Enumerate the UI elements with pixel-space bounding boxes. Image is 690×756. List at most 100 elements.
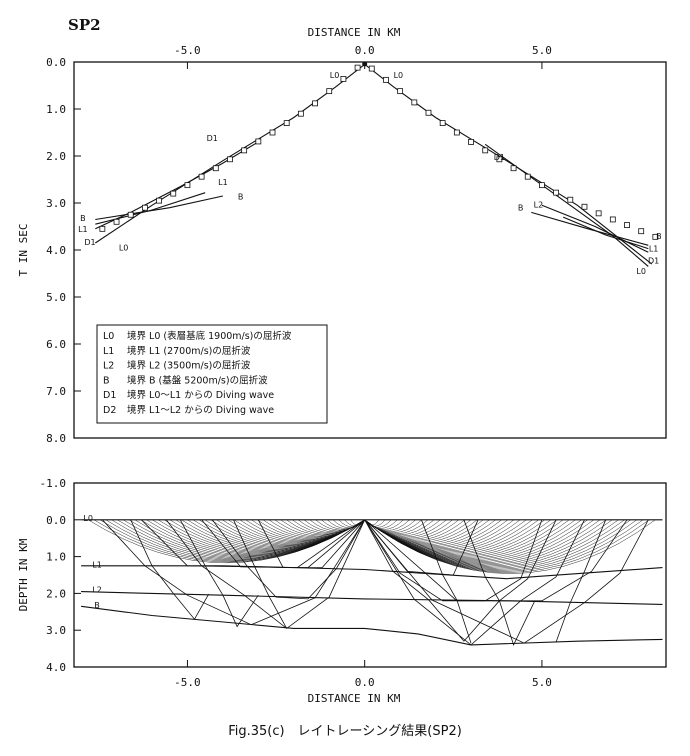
- observed-point: [482, 147, 489, 154]
- top-y-tick-label: 5.0: [46, 291, 66, 304]
- curve-b: [95, 195, 224, 221]
- legend-entry-text: 境界 L0 (表層基底 1900m/s)の屈折波: [127, 330, 292, 342]
- legend-code: B: [103, 375, 110, 386]
- observed-point: [283, 120, 290, 126]
- curve-label: L0: [394, 71, 404, 80]
- curve-label: D1: [494, 153, 505, 162]
- legend-code: D1: [103, 390, 116, 401]
- top-y-tick-label: 6.0: [46, 338, 66, 351]
- diving-ray: [88, 519, 365, 564]
- curve-label: D1: [648, 256, 659, 265]
- curve-l0: [94, 63, 653, 265]
- observed-point: [340, 76, 347, 82]
- legend-code: L1: [103, 346, 114, 357]
- bottom-y-tick-label: -1.0: [40, 477, 67, 490]
- bottom-x-ticks: -5.0 0.0 5.0: [174, 660, 552, 689]
- top-x-tick-label: -5.0: [174, 44, 201, 57]
- curve-d1: [484, 143, 649, 267]
- legend-entry-text: 境界 L0〜L1 からの Diving wave: [127, 389, 274, 401]
- observed-point: [99, 225, 106, 232]
- curve-l1: [95, 192, 206, 225]
- curve-label: L1: [649, 245, 659, 254]
- top-y-tick-label: 2.0: [46, 150, 66, 163]
- observed-point: [539, 182, 545, 189]
- top-y-tick-label: 4.0: [46, 244, 66, 257]
- observed-point: [609, 216, 616, 223]
- diving-ray: [222, 519, 365, 544]
- top-y-tick-label: 0.0: [46, 56, 66, 69]
- bottom-x-axis-label: DISTANCE IN KM: [308, 692, 401, 705]
- observed-point: [141, 204, 148, 211]
- observed-point: [652, 233, 659, 240]
- curve-label: D1: [84, 238, 95, 247]
- figure-caption: Fig.35(c) レイトレーシング結果(SP2): [228, 724, 462, 739]
- top-y-tick-label: 1.0: [46, 103, 66, 116]
- bottom-y-tick-label: 4.0: [46, 661, 66, 674]
- refracted-ray: [102, 519, 366, 626]
- refracted-ray: [233, 519, 288, 629]
- curve-label: L1: [218, 178, 228, 187]
- observed-point: [411, 99, 418, 106]
- bottom-y-tick-label: 3.0: [46, 624, 66, 637]
- refracted-ray: [463, 519, 536, 646]
- bottom-x-tick-label: -5.0: [174, 676, 201, 689]
- refracted-ray: [364, 519, 585, 646]
- observed-point: [127, 211, 134, 218]
- observed-point: [496, 156, 503, 163]
- observed-point: [297, 110, 304, 117]
- observed-point: [156, 197, 162, 204]
- observed-point: [212, 165, 219, 172]
- curve-label: L0: [330, 71, 340, 80]
- bottom-y-ticks: -1.0 0.0 1.0 2.0 3.0 4.0: [40, 477, 81, 674]
- curve-label: B: [518, 204, 524, 213]
- boundary-label: L1: [92, 561, 102, 570]
- curve-label: D1: [207, 134, 218, 143]
- legend-entry-text: 境界 L1 (2700m/s)の屈折波: [127, 345, 251, 357]
- top-y-tick-label: 7.0: [46, 385, 66, 398]
- legend-code: D2: [103, 405, 116, 416]
- diving-ray: [364, 519, 656, 574]
- observed-point: [354, 64, 361, 71]
- legend-box: [96, 324, 328, 424]
- curve-label: B: [238, 192, 244, 201]
- top-x-tick-label: 0.0: [355, 44, 375, 57]
- bottom-y-tick-label: 2.0: [46, 587, 66, 600]
- curve-label: L2: [534, 200, 544, 209]
- observed-point: [567, 196, 574, 203]
- top-y-axis-label: T IN SEC: [17, 224, 30, 277]
- curve-l1: [541, 204, 649, 253]
- observed-point: [581, 203, 588, 210]
- curve-label: L1: [78, 225, 88, 234]
- observed-point: [510, 165, 517, 172]
- top-y-tick-label: 8.0: [46, 432, 66, 445]
- curve-label: L0: [119, 244, 129, 253]
- observed-point: [170, 190, 177, 197]
- curve-label: B: [80, 214, 86, 223]
- boundary-l1: [81, 565, 663, 580]
- observed-point: [113, 218, 120, 225]
- legend-entry-text: 境界 L2 (3500m/s)の屈折波: [127, 360, 251, 372]
- observed-point: [198, 173, 205, 180]
- travel-time-curves: [94, 63, 653, 267]
- layer-boundaries: [81, 519, 663, 646]
- observed-point: [269, 129, 276, 136]
- observed-point: [468, 138, 474, 145]
- refracted-ray: [421, 519, 472, 644]
- observed-travel-times: [99, 61, 659, 240]
- legend-entry-text: 境界 L1〜L2 からの Diving wave: [127, 404, 274, 416]
- observed-point: [524, 173, 531, 180]
- boundary-label: L2: [92, 586, 102, 595]
- observed-point: [326, 88, 333, 95]
- observed-point: [227, 156, 233, 163]
- observed-point: [368, 65, 375, 72]
- observed-point: [624, 222, 630, 228]
- top-x-tick-label: 5.0: [532, 44, 552, 57]
- refracted-ray: [555, 519, 607, 643]
- curve-label: L0: [636, 267, 646, 276]
- observed-point: [595, 210, 602, 217]
- observed-point: [255, 138, 262, 145]
- top-x-axis-label: DISTANCE IN KM: [308, 26, 401, 39]
- source-point: [362, 61, 368, 67]
